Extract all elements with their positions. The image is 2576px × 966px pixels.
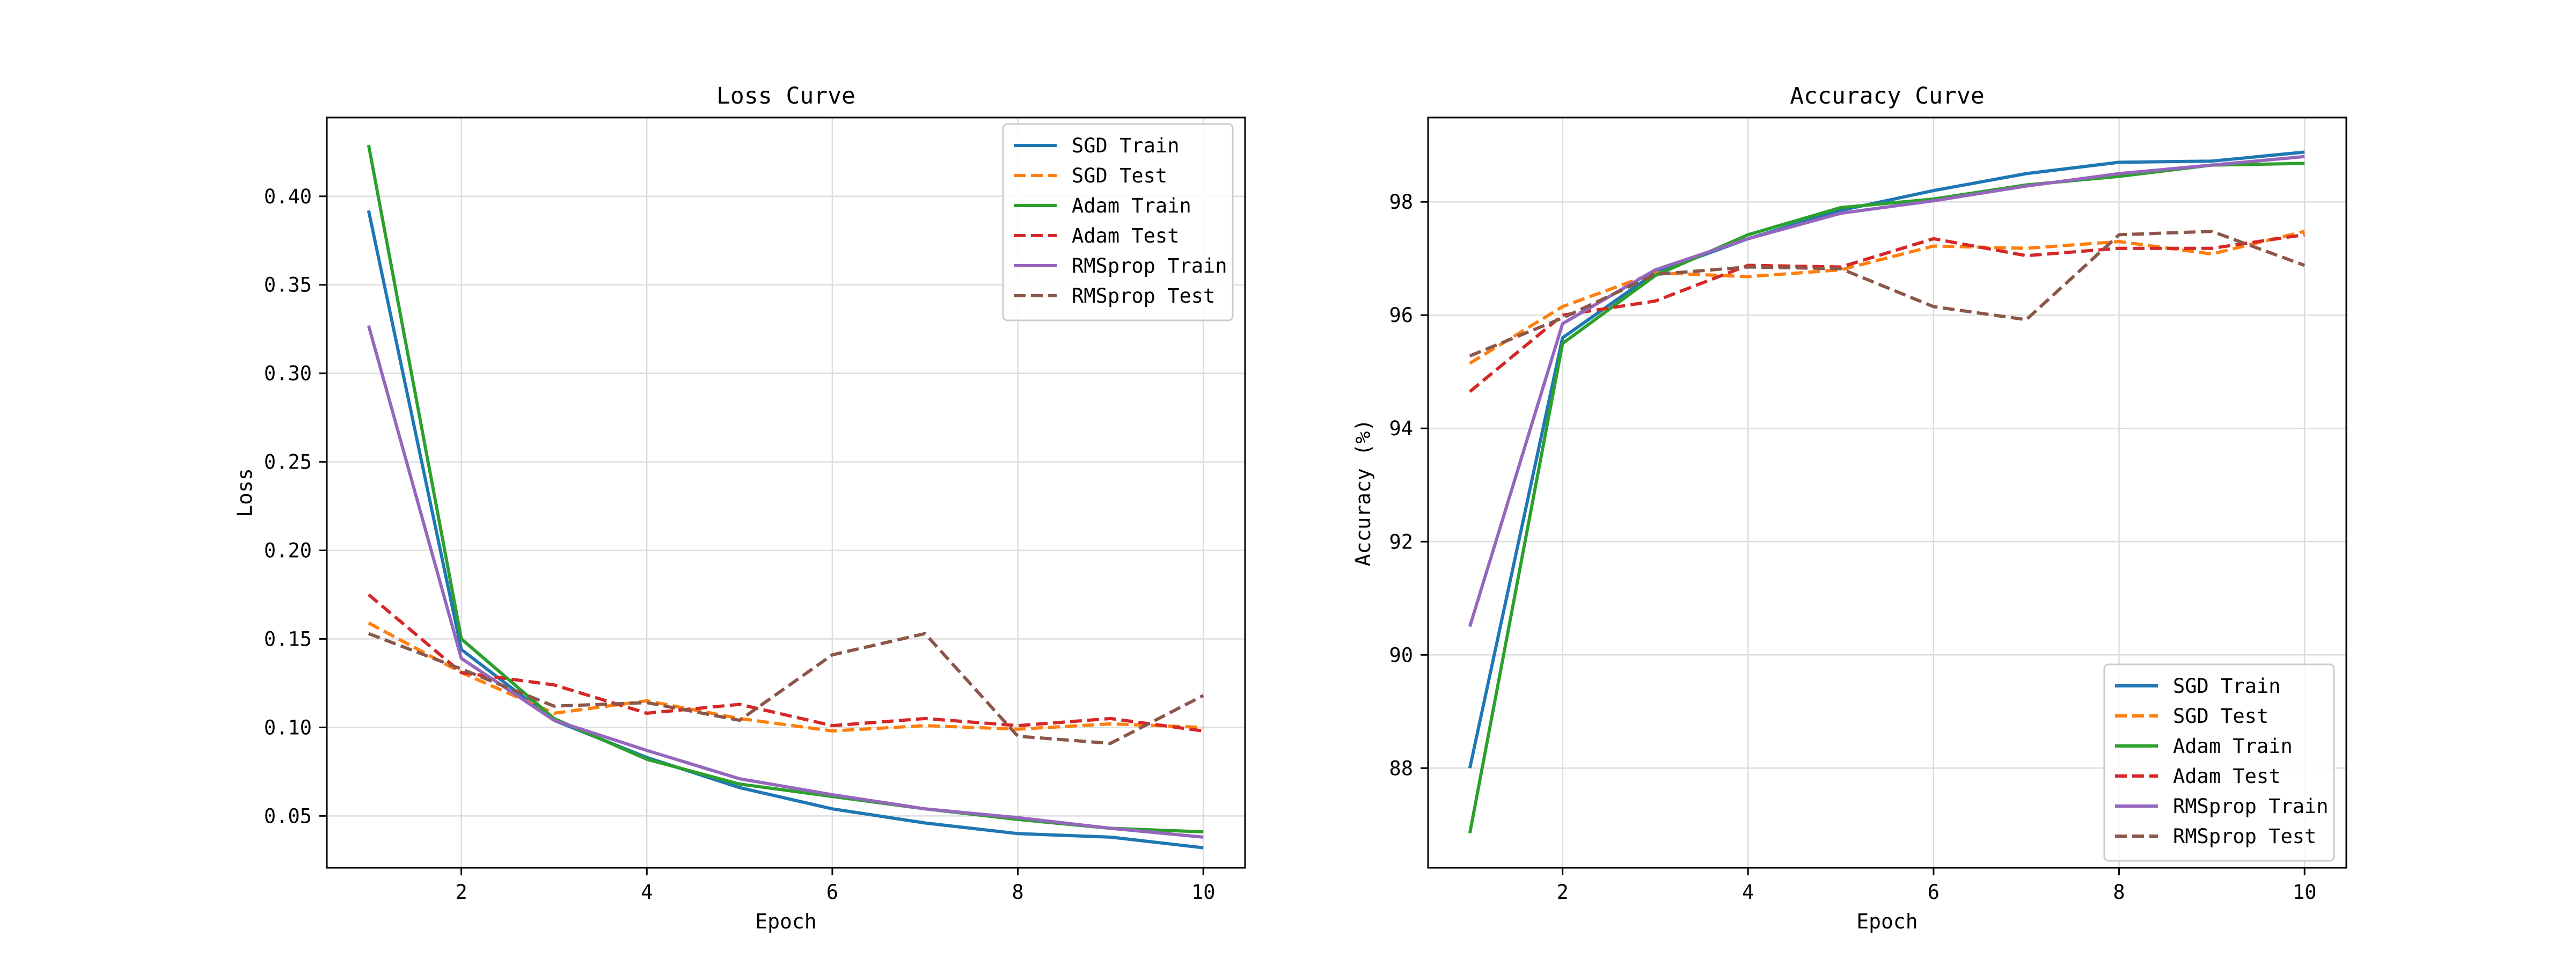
loss-series-sgd-test-line [368,621,1204,733]
loss-legend-label-rmsprop-test: RMSprop Test [1072,284,1215,308]
accuracy-y-tick-label-0: 88 [1389,757,1413,780]
accuracy-series-adam-test-line [1468,233,2305,393]
loss-chart-y-axis-label: Loss [233,468,257,517]
loss-y-tick-label-6: 0.35 [264,274,312,297]
accuracy-legend-label-rmsprop-train: RMSprop Train [2173,795,2329,818]
loss-y-tick-label-0: 0.05 [264,804,312,828]
loss-y-tick-label-5: 0.30 [264,362,312,385]
accuracy-ticks: 2 4 6 8 10 88 90 92 94 96 98 [1389,191,2316,904]
accuracy-x-tick-label-0: 2 [1556,881,1568,904]
accuracy-series-sgd-train-line [1468,150,2305,769]
loss-x-tick-label-0: 2 [455,881,467,904]
accuracy-y-tick-label-5: 98 [1389,191,1413,214]
loss-y-tick-label-1: 0.10 [264,716,312,739]
loss-legend-box [1002,123,1234,321]
loss-y-tick-label-2: 0.15 [264,627,312,650]
loss-series-adam-test-line [367,593,1204,733]
accuracy-y-tick-label-1: 90 [1389,643,1413,667]
loss-x-tick-label-1: 4 [641,881,653,904]
loss-legend-label-rmsprop-train: RMSprop Train [1072,254,1227,277]
loss-series-rmsprop-train-line [367,325,1204,839]
loss-legend-label-sgd-train: SGD Train [1072,134,1179,157]
accuracy-legend-box [2103,663,2335,862]
accuracy-y-tick-label-2: 92 [1389,530,1413,553]
accuracy-legend-label-sgd-train: SGD Train [2173,675,2280,698]
loss-legend-label-adam-test: Adam Test [1072,224,1179,247]
accuracy-series-sgd-test-line [1469,230,2305,365]
loss-legend-label-sgd-test: SGD Test [1072,164,1167,187]
accuracy-chart-x-axis-label: Epoch [1856,910,1918,933]
loss-y-tick-label-4: 0.25 [264,451,312,474]
accuracy-series-group [1468,150,2306,834]
loss-x-tick-label-2: 6 [826,881,838,904]
accuracy-series-rmsprop-test-line [1469,230,2306,357]
accuracy-chart: 2 4 6 8 10 88 90 92 94 96 98 Accuracy Curve Epoch Acc… [1351,83,2347,933]
loss-chart: 2 4 6 8 10 0.05 0.10 0.15 0.20 0.25 0.30 0.35 0.40 Lo… [233,83,1246,933]
accuracy-legend-label-sgd-test: SGD Test [2173,705,2268,728]
loss-legend: SGD Train SGD Test Adam Train Adam Test RMSp… [1002,123,1234,321]
loss-y-tick-label-3: 0.20 [264,539,312,562]
loss-ticks: 2 4 6 8 10 0.05 0.10 0.15 0.20 0.25 0.30 0.35 0.40 [264,185,1216,904]
loss-series-rmsprop-test-line [368,632,1204,745]
loss-chart-title: Loss Curve [716,83,855,109]
accuracy-x-tick-label-2: 6 [1928,881,1940,904]
accuracy-legend-label-rmsprop-test: RMSprop Test [2173,825,2316,848]
accuracy-chart-y-axis-label: Accuracy (%) [1351,419,1375,567]
accuracy-legend: SGD Train SGD Test Adam Train Adam Test RMSp… [2103,663,2335,862]
loss-chart-x-axis-label: Epoch [755,910,816,933]
loss-series-sgd-train-line [367,210,1204,850]
loss-y-tick-label-7: 0.40 [264,185,312,208]
loss-legend-label-adam-train: Adam Train [1072,194,1191,217]
accuracy-series-rmsprop-train-line [1468,155,2305,627]
loss-x-tick-label-3: 8 [1012,881,1023,904]
accuracy-x-tick-label-1: 4 [1742,881,1754,904]
accuracy-x-tick-label-4: 10 [2293,881,2317,904]
accuracy-y-tick-label-4: 96 [1389,304,1413,327]
loss-series-group [367,144,1204,850]
loss-plot-frame [326,116,1246,869]
accuracy-plot-frame [1427,116,2347,869]
accuracy-x-tick-label-3: 8 [2113,881,2125,904]
loss-x-tick-label-4: 10 [1191,881,1216,904]
accuracy-legend-label-adam-test: Adam Test [2173,765,2280,788]
accuracy-legend-label-adam-train: Adam Train [2173,735,2293,758]
accuracy-y-tick-label-3: 94 [1389,417,1413,440]
accuracy-chart-title: Accuracy Curve [1790,83,1984,109]
